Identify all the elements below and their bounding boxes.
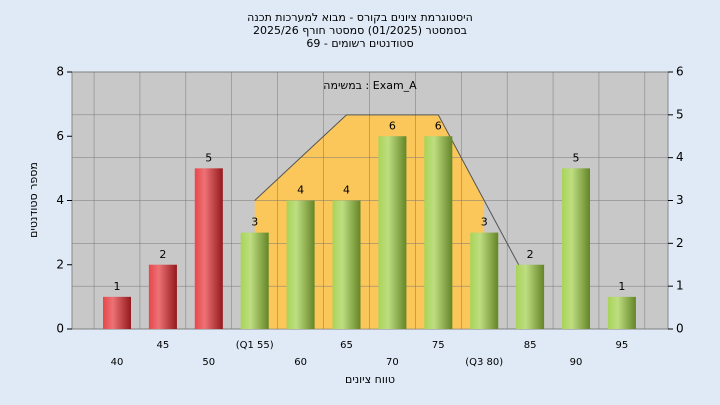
y-tick-label: 2 <box>56 257 64 271</box>
x-tick-label: (Q3 80) <box>465 357 503 368</box>
y-tick-label: 4 <box>56 193 64 207</box>
bar-shade <box>562 168 590 329</box>
annotation: במשימה : Exam_A <box>323 79 417 92</box>
y2-tick-label: 2 <box>676 236 684 250</box>
value-label: 5 <box>205 151 212 164</box>
bar-shade <box>286 200 315 329</box>
y-tick-label: 6 <box>56 129 64 143</box>
curve-line <box>254 114 531 287</box>
bar-shade <box>103 296 131 329</box>
y2-tick-label: 5 <box>676 107 684 121</box>
y2-tick-label: 1 <box>676 279 684 293</box>
x-tick-label: 90 <box>570 357 583 368</box>
y2-tick-label: 4 <box>676 150 684 164</box>
value-label: 4 <box>343 184 350 197</box>
y2-tick-label: 3 <box>676 193 684 207</box>
value-label: 2 <box>159 248 166 261</box>
x-tick-label: 95 <box>616 340 629 351</box>
x-tick-label: 50 <box>202 357 215 368</box>
value-label: 1 <box>114 280 121 293</box>
bar-shade <box>148 264 177 329</box>
value-label: 4 <box>297 184 304 197</box>
bar-shade <box>424 136 453 329</box>
y-tick-label: 8 <box>56 65 64 79</box>
x-tick-label: 60 <box>294 357 307 368</box>
x-tick-label: 65 <box>340 340 353 351</box>
y2-tick-label: 6 <box>676 65 684 79</box>
y2-tick-label: 0 <box>676 322 684 336</box>
bar-shade <box>516 264 545 329</box>
x-tick-label: 45 <box>157 340 170 351</box>
chart-subtitle: בסמסטר (01/2025) סמסטר חורף 2025/26 <box>253 24 467 37</box>
bar-shade <box>378 136 407 329</box>
bar-shade <box>194 168 223 329</box>
value-label: 6 <box>435 119 442 132</box>
x-tick-label: 40 <box>111 357 124 368</box>
value-label: 3 <box>481 216 488 229</box>
x-tick-label: 70 <box>386 357 399 368</box>
bar-shade <box>240 232 269 329</box>
x-tick-label: 85 <box>524 340 537 351</box>
value-label: 5 <box>573 151 580 164</box>
x-tick-label: 75 <box>432 340 445 351</box>
value-label: 3 <box>251 216 258 229</box>
bar-shade <box>332 200 361 329</box>
value-label: 6 <box>389 119 396 132</box>
value-label: 1 <box>618 280 625 293</box>
x-tick-label: (Q1 55) <box>236 340 274 351</box>
chart-title: היסטוגרמת ציונים בקורס - מבוא למערכות תכ… <box>247 11 473 24</box>
y-axis-label: מספר סטודנטים <box>27 162 40 238</box>
bar-shade <box>470 232 499 329</box>
x-axis-label: טווח ציונים <box>345 373 395 386</box>
chart-subtitle: סטודנטים רשומים - 69 <box>306 37 413 50</box>
y-tick-label: 0 <box>56 322 64 336</box>
value-label: 2 <box>527 248 534 261</box>
bar-shade <box>607 296 636 329</box>
